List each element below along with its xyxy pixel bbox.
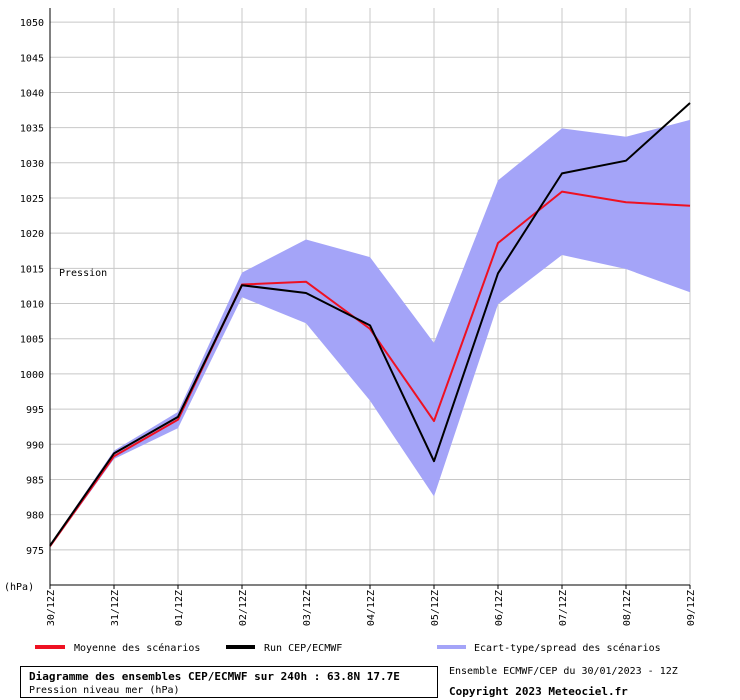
y-tick-label: 1015 <box>20 264 44 275</box>
x-tick-label: 03/12Z <box>302 590 313 626</box>
spread-band <box>50 119 690 548</box>
y-tick-label: 995 <box>26 405 44 416</box>
spread-band-layer <box>50 119 690 548</box>
legend-swatch <box>226 645 255 649</box>
y-tick-label: 985 <box>26 475 44 486</box>
mean-line <box>49 190 691 547</box>
x-tick-label: 30/12Z <box>46 590 57 626</box>
y-tick-label: 1005 <box>20 335 44 346</box>
chart-subtitle: Pression niveau mer (hPa) <box>29 685 180 696</box>
x-tick-label: 02/12Z <box>238 590 249 626</box>
y-tick-label: 1030 <box>20 159 44 170</box>
chart-title: Diagramme des ensembles CEP/ECMWF sur 24… <box>29 670 400 683</box>
x-tick-label: 01/12Z <box>174 590 185 626</box>
y-tick-label: 1010 <box>20 300 44 311</box>
run-info: Ensemble ECMWF/CEP du 30/01/2023 - 12Z <box>449 666 678 677</box>
x-tick-label: 31/12Z <box>110 590 121 626</box>
y-tick-label: 1045 <box>20 53 44 64</box>
x-tick-label: 05/12Z <box>430 590 441 626</box>
series-lines-layer <box>49 102 691 547</box>
legend-swatch <box>35 645 65 649</box>
axes <box>49 8 691 589</box>
panel-label: Pression <box>59 268 107 279</box>
x-tick-label: 04/12Z <box>366 590 377 626</box>
y-tick-label: 1035 <box>20 124 44 135</box>
copyright: Copyright 2023 Meteociel.fr <box>449 685 628 698</box>
x-tick-label: 07/12Z <box>558 590 569 626</box>
y-tick-label: 990 <box>26 440 44 451</box>
legend-label: Run CEP/ECMWF <box>264 643 342 654</box>
y-tick-label: 980 <box>26 511 44 522</box>
chart-title-box: Diagramme des ensembles CEP/ECMWF sur 24… <box>20 666 438 698</box>
y-tick-label: 1025 <box>20 194 44 205</box>
x-tick-label: 08/12Z <box>622 590 633 626</box>
x-tick-labels: 30/12Z 31/12Z 01/12Z 02/12Z 03/12Z 04/12Z 05/1… <box>46 590 697 626</box>
y-tick-label: 1050 <box>20 18 44 29</box>
y-tick-label: 1000 <box>20 370 44 381</box>
y-tick-label: 975 <box>26 546 44 557</box>
legend-label: Ecart-type/spread des scénarios <box>474 642 661 654</box>
grid <box>50 8 691 585</box>
x-tick-label: 09/12Z <box>686 590 697 626</box>
y-tick-label: 1020 <box>20 229 44 240</box>
y-tick-labels: 975 980 985 990 995 1000 1005 1010 1015 1020 1025 1… <box>20 18 44 557</box>
y-tick-label: 1040 <box>20 88 44 99</box>
y-axis-label: (hPa) <box>4 582 34 593</box>
run-line <box>49 102 691 547</box>
x-tick-label: 06/12Z <box>494 590 505 626</box>
legend: Moyenne des scénarios Run CEP/ECMWF Ecart-… <box>35 642 661 654</box>
legend-label: Moyenne des scénarios <box>74 642 200 654</box>
legend-swatch <box>437 645 466 649</box>
